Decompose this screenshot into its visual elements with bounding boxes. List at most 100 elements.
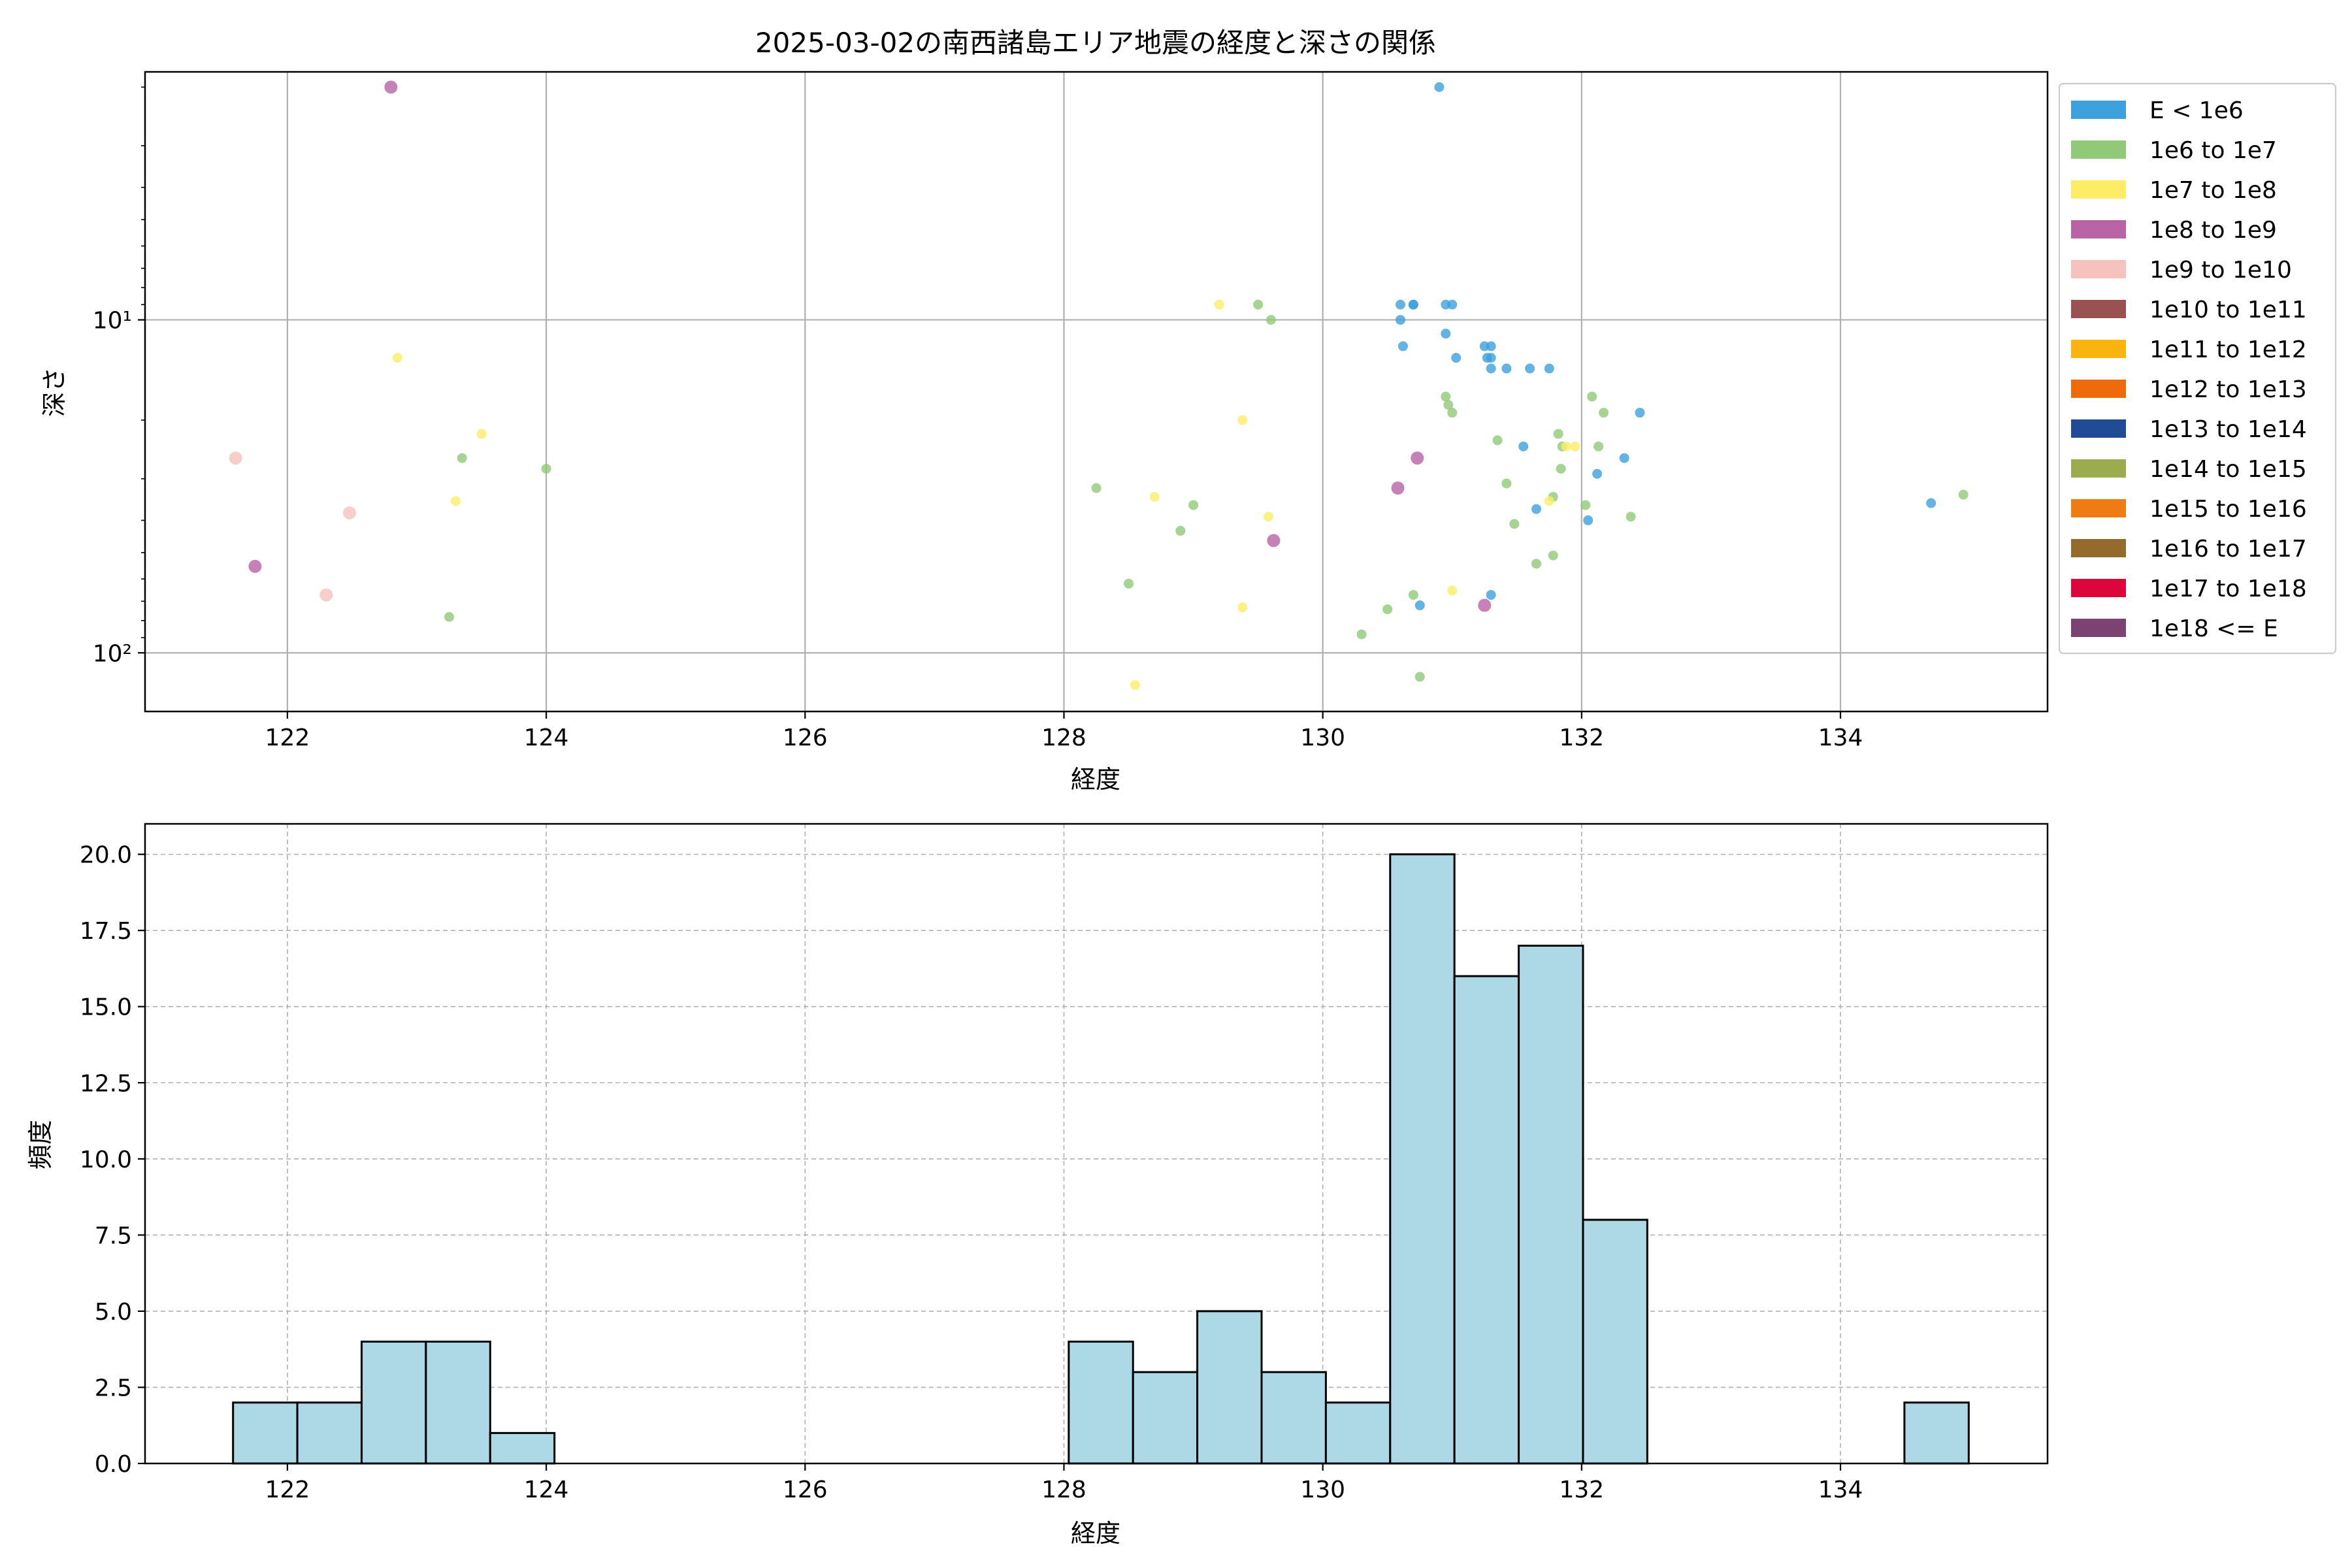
scatter-y-axis-label: 深さ — [40, 367, 69, 417]
scatter-point — [450, 496, 461, 506]
scatter-plot-area — [144, 71, 2049, 713]
scatter-point — [1492, 435, 1503, 446]
scatter-point — [1501, 363, 1512, 374]
legend-label: 1e11 to 1e12 — [2149, 336, 2307, 363]
histogram-y-tick-label: 17.5 — [80, 918, 132, 945]
legend-swatch — [2071, 380, 2126, 398]
scatter-point — [1926, 498, 1936, 508]
scatter-point — [444, 612, 455, 622]
legend-swatch — [2071, 220, 2126, 238]
histogram-y-axis-label: 頻度 — [26, 1120, 55, 1169]
scatter-point — [1188, 500, 1199, 510]
scatter-point — [1580, 500, 1591, 510]
scatter-title: 2025-03-02の南西諸島エリア地震の経度と深さの関係 — [755, 27, 1436, 59]
scatter-point — [1434, 82, 1445, 92]
scatter-point — [1486, 590, 1496, 600]
scatter-y-tick-label: 10² — [93, 640, 132, 667]
scatter-point — [319, 588, 333, 602]
legend-swatch — [2071, 579, 2126, 597]
scatter-point — [1447, 585, 1458, 596]
scatter-point — [1091, 483, 1102, 493]
scatter-point — [1382, 604, 1393, 615]
scatter-point — [1263, 512, 1273, 522]
histogram-bar — [1453, 975, 1520, 1465]
legend-label: 1e7 to 1e8 — [2149, 177, 2277, 204]
legend-label: 1e17 to 1e18 — [2149, 576, 2307, 602]
scatter-point — [1544, 496, 1554, 506]
histogram-bar — [1389, 853, 1456, 1465]
legend-swatch — [2071, 459, 2126, 478]
scatter-point — [1570, 441, 1580, 451]
scatter-point — [1593, 441, 1604, 451]
histogram-y-tick-label: 5.0 — [95, 1299, 132, 1326]
scatter-point — [248, 559, 262, 573]
scatter-point — [1408, 590, 1418, 600]
scatter-point — [1592, 468, 1603, 479]
scatter-y-tick-label: 10¹ — [93, 308, 132, 335]
legend-swatch — [2071, 300, 2126, 318]
scatter-point — [1553, 429, 1563, 439]
legend-label: 1e18 <= E — [2149, 615, 2278, 642]
legend-label: 1e12 to 1e13 — [2149, 376, 2307, 403]
histogram-bars — [232, 853, 1970, 1465]
histogram-bar — [1196, 1310, 1263, 1465]
histogram-bar — [1068, 1341, 1134, 1465]
scatter-point — [1509, 519, 1520, 529]
scatter-point — [1267, 534, 1281, 547]
scatter-point — [1175, 525, 1186, 536]
legend-swatch — [2071, 419, 2126, 438]
scatter-point — [1391, 482, 1405, 495]
scatter-point — [1451, 353, 1462, 363]
scatter-x-tick-label: 124 — [524, 725, 569, 751]
scatter-point — [1486, 353, 1496, 363]
scatter-point — [1525, 363, 1535, 374]
histogram-bar — [1582, 1218, 1648, 1465]
legend-label: 1e14 to 1e15 — [2149, 456, 2307, 483]
scatter-x-tick-label: 132 — [1559, 725, 1604, 751]
scatter-point — [1414, 672, 1425, 682]
histogram-bar — [1324, 1401, 1392, 1465]
legend-label: 1e8 to 1e9 — [2149, 217, 2277, 244]
scatter-point — [1447, 408, 1458, 418]
scatter-point — [1556, 463, 1566, 474]
histogram-bar — [360, 1341, 427, 1465]
legend-label: 1e13 to 1e14 — [2149, 416, 2307, 443]
scatter-point — [1214, 299, 1224, 310]
scatter-point — [1548, 550, 1558, 561]
scatter-ticks: 122 124 126 128 130 132 134 10¹ 10² — [93, 86, 1863, 751]
histogram-bar — [1132, 1371, 1199, 1465]
scatter-x-tick-label: 128 — [1041, 725, 1086, 751]
scatter-x-tick-label: 122 — [265, 725, 310, 751]
histogram-bar — [1260, 1371, 1327, 1465]
scatter-point — [1599, 408, 1609, 418]
histogram-y-tick-label: 0.0 — [95, 1451, 132, 1478]
scatter-point — [1561, 441, 1571, 451]
legend: E < 1e6 1e6 to 1e7 1e7 to 1e8 1e8 to 1e9 1e9… — [2058, 82, 2337, 655]
histogram-x-tick-label: 128 — [1041, 1477, 1086, 1503]
scatter-point — [384, 80, 398, 94]
histogram-y-tick-label: 2.5 — [95, 1375, 132, 1401]
histogram-x-tick-label: 134 — [1818, 1477, 1863, 1503]
scatter-point — [1583, 515, 1593, 525]
legend-swatch — [2071, 260, 2126, 278]
scatter-point — [1531, 504, 1542, 514]
scatter-points — [229, 80, 1968, 691]
scatter-point — [1441, 391, 1451, 402]
scatter-point — [1478, 598, 1492, 612]
scatter-point — [229, 451, 242, 465]
legend-swatch — [2071, 180, 2126, 199]
histogram-bar — [489, 1431, 556, 1465]
legend-swatch — [2071, 340, 2126, 358]
legend-swatch — [2071, 619, 2126, 637]
histogram-x-axis-label: 経度 — [1071, 1519, 1120, 1548]
legend-label: 1e9 to 1e10 — [2149, 257, 2292, 284]
scatter-point — [1414, 600, 1425, 611]
scatter-point — [1958, 489, 1968, 500]
scatter-point — [392, 353, 402, 363]
histogram-x-tick-label: 122 — [265, 1477, 310, 1503]
histogram-x-tick-label: 124 — [524, 1477, 569, 1503]
scatter-point — [1356, 629, 1367, 640]
scatter-point — [342, 506, 356, 520]
histogram-bar — [232, 1401, 299, 1465]
